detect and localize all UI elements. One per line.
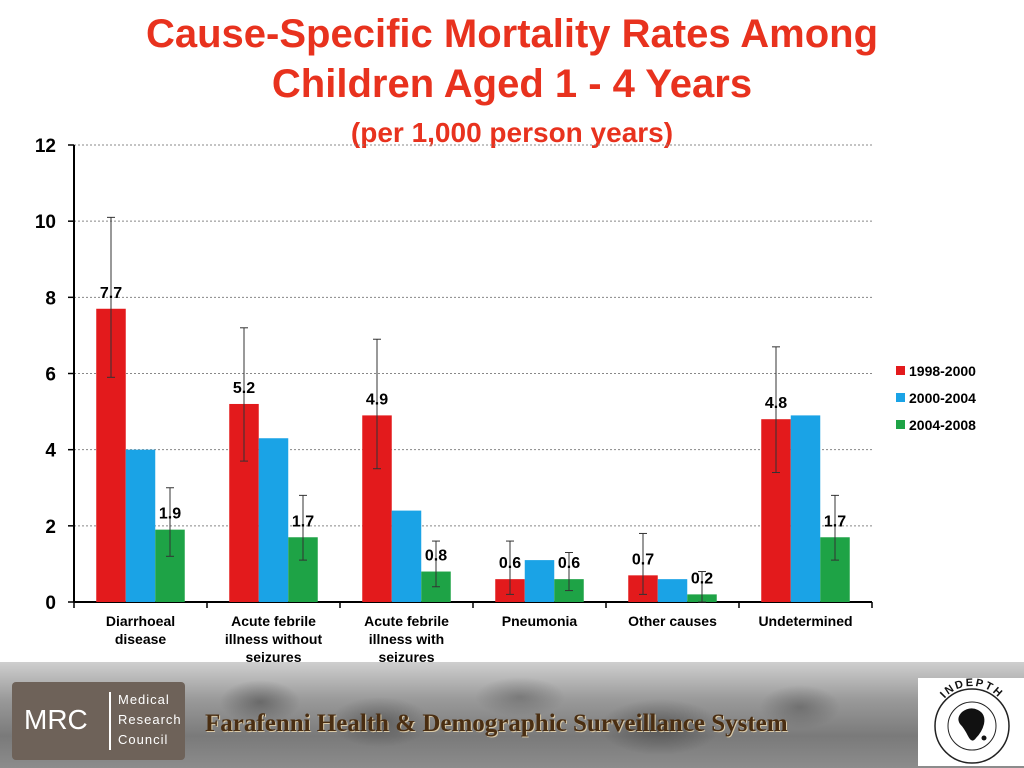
category-label: seizures: [245, 649, 301, 662]
legend-swatch: [896, 420, 905, 429]
y-tick-label: 4: [45, 441, 56, 462]
y-tick-label: 0: [45, 593, 56, 614]
category-label: Undetermined: [758, 613, 852, 629]
indepth-logo: INDEPTH: [918, 677, 1024, 766]
category-label: Other causes: [628, 613, 717, 629]
data-label: 1.9: [159, 506, 181, 523]
category-label: illness without: [225, 631, 323, 647]
bar: [790, 415, 821, 602]
data-label: 5.2: [233, 380, 255, 397]
y-tick-label: 12: [35, 136, 56, 157]
bar: [657, 579, 688, 602]
category-label: Acute febrile: [231, 613, 316, 629]
y-tick-label: 2: [45, 517, 56, 538]
category-label: Acute febrile: [364, 613, 449, 629]
bar: [524, 560, 555, 602]
mrc-name-line: Medical: [118, 692, 170, 707]
category-label: disease: [115, 631, 167, 647]
data-label: 0.7: [632, 551, 654, 568]
legend-label: 2000-2004: [909, 390, 976, 406]
mrc-logo: MRC Medical Research Council: [12, 682, 185, 760]
data-label: 4.9: [366, 391, 388, 408]
legend-label: 1998-2000: [909, 363, 976, 379]
y-tick-label: 6: [45, 365, 56, 386]
bar: [391, 510, 422, 602]
bar-chart: 0 2 4 6 8 10 12 7.7 1.9 Diarrhoeal disease 5.2 1.7 Ac…: [35, 136, 976, 662]
legend-swatch: [896, 366, 905, 375]
chart-subtitle: (per 1,000 person years): [350, 117, 674, 148]
data-label: 4.8: [765, 395, 787, 412]
category-label: Pneumonia: [502, 613, 578, 629]
bar: [258, 438, 289, 602]
title-line-1: Cause-Specific Mortality Rates Among: [145, 12, 878, 56]
category-label: illness with: [369, 631, 444, 647]
title-line-2: Children Aged 1 - 4 Years: [271, 62, 753, 106]
legend-swatch: [896, 393, 905, 402]
data-label: 0.6: [558, 555, 580, 572]
data-label: 0.2: [691, 570, 713, 587]
bar: [125, 449, 156, 602]
y-tick-label: 8: [45, 288, 56, 309]
mrc-name-line: Research: [118, 712, 182, 727]
footer-title: Farafenni Health & Demographic Surveilla…: [205, 710, 788, 737]
mrc-abbreviation: MRC: [24, 704, 88, 735]
footer-banner: MRC Medical Research Council Farafenni H…: [0, 662, 1024, 768]
y-tick-label: 10: [35, 212, 56, 233]
mrc-divider: [109, 692, 111, 750]
data-label: 1.7: [824, 513, 846, 530]
data-label: 1.7: [292, 513, 314, 530]
category-label: Diarrhoeal: [106, 613, 175, 629]
data-label: 0.6: [499, 555, 521, 572]
category-label: seizures: [378, 649, 434, 662]
mrc-name-line: Council: [118, 732, 169, 747]
data-label: 0.8: [425, 548, 447, 565]
data-label: 7.7: [100, 285, 122, 302]
legend-label: 2004-2008: [909, 417, 976, 433]
mrc-full-name: Medical Research Council: [118, 690, 182, 750]
